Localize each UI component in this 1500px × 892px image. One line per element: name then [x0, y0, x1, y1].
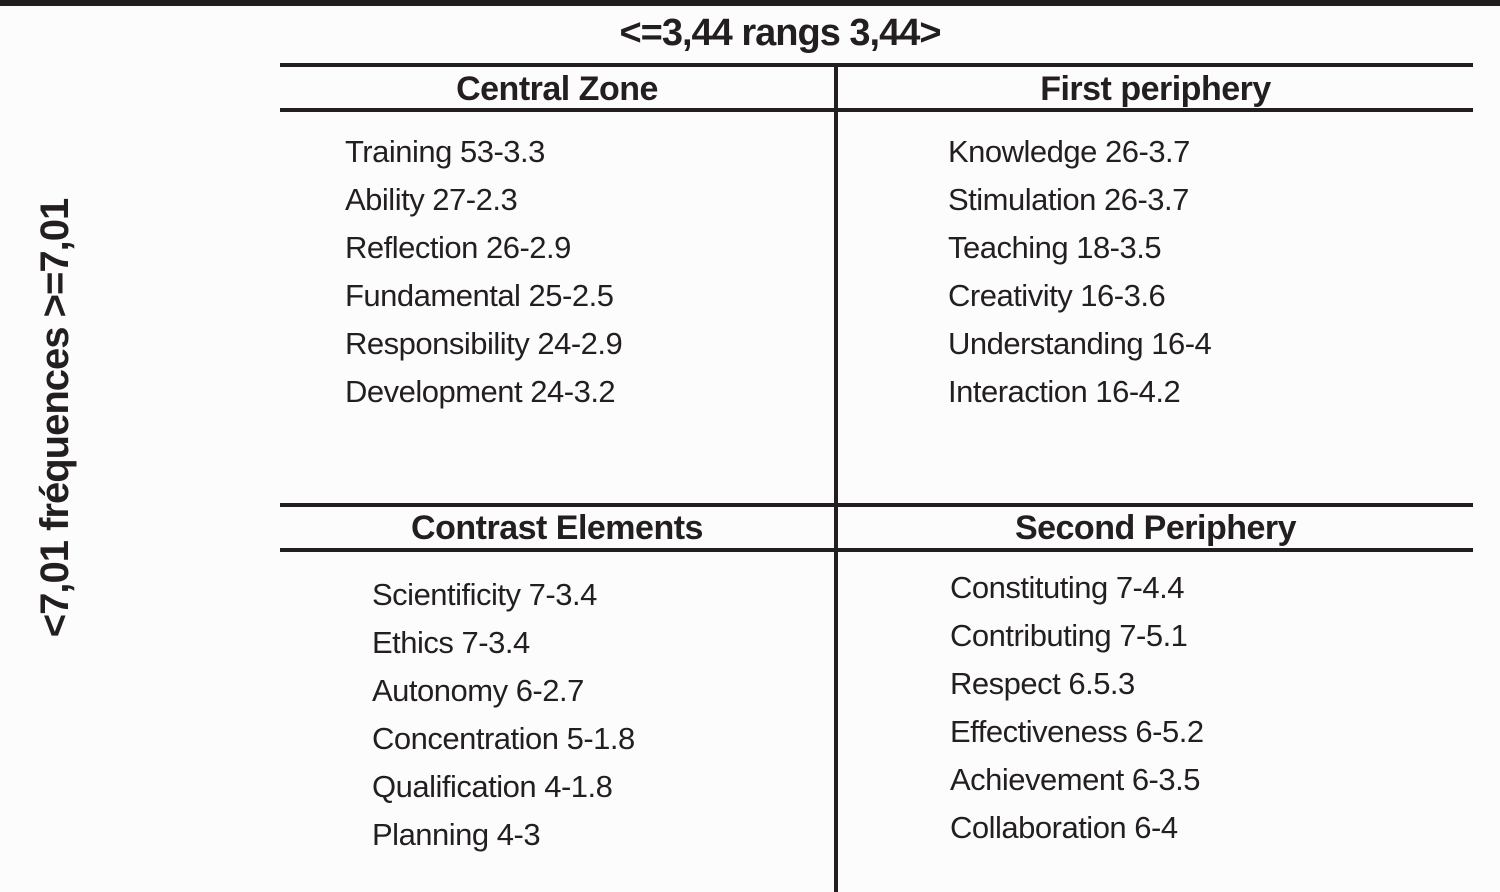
quadrant-item: Reflection 26-2.9	[345, 230, 571, 265]
quadrant-item: Constituting 7-4.4	[950, 570, 1184, 605]
quadrant-item: Stimulation 26-3.7	[948, 182, 1189, 217]
quadrant-item: Effectiveness 6-5.2	[950, 714, 1204, 749]
quadrant-item: Collaboration 6-4	[950, 810, 1178, 845]
second-periphery-item-list: Constituting 7-4.4 Contributing 7-5.1 Re…	[950, 564, 1204, 852]
quadrant-header-central-zone: Central Zone	[456, 70, 658, 108]
rank-axis-title: <=3,44 rangs 3,44>	[619, 12, 941, 54]
header-top-line-row2	[280, 503, 1473, 507]
quadrant-item: Fundamental 25-2.5	[345, 278, 614, 313]
quadrant-item: Scientificity 7-3.4	[372, 577, 597, 612]
first-periphery-item-list: Knowledge 26-3.7 Stimulation 26-3.7 Teac…	[948, 128, 1212, 416]
quadrant-item: Planning 4-3	[372, 817, 541, 852]
quadrant-item: Knowledge 26-3.7	[948, 134, 1190, 169]
quadrant-item: Contributing 7-5.1	[950, 618, 1188, 653]
quadrant-item: Training 53-3.3	[345, 134, 545, 169]
header-bottom-line-row1	[280, 108, 1473, 112]
quadrant-item: Respect 6.5.3	[950, 666, 1135, 701]
quadrant-item: Interaction 16-4.2	[948, 374, 1181, 409]
quadrant-item: Concentration 5-1.8	[372, 721, 635, 756]
quadrant-header-contrast-elements: Contrast Elements	[411, 509, 703, 547]
quadrant-item: Creativity 16-3.6	[948, 278, 1166, 313]
header-bottom-line-row2	[280, 548, 1473, 552]
quadrant-item: Achievement 6-3.5	[950, 762, 1200, 797]
quadrant-item: Ability 27-2.3	[345, 182, 518, 217]
quadrant-item: Autonomy 6-2.7	[372, 673, 584, 708]
top-border-bar	[0, 0, 1500, 6]
contrast-elements-item-list: Scientificity 7-3.4 Ethics 7-3.4 Autonom…	[372, 571, 635, 859]
central-zone-item-list: Training 53-3.3 Ability 27-2.3 Reflectio…	[345, 128, 623, 416]
quadrant-item: Teaching 18-3.5	[948, 230, 1162, 265]
quadrant-item: Qualification 4-1.8	[372, 769, 613, 804]
quadrant-item: Ethics 7-3.4	[372, 625, 530, 660]
quadrant-item: Understanding 16-4	[948, 326, 1212, 361]
column-divider-line	[834, 63, 838, 892]
header-top-line-row1	[280, 63, 1473, 67]
quadrant-header-second-periphery: Second Periphery	[1014, 509, 1297, 547]
quadrant-item: Responsibility 24-2.9	[345, 326, 623, 361]
frequency-axis-label: <7,01 fréquences >=7,01	[33, 198, 77, 638]
quadrant-item: Development 24-3.2	[345, 374, 616, 409]
quadrant-header-first-periphery: First periphery	[1040, 70, 1271, 108]
